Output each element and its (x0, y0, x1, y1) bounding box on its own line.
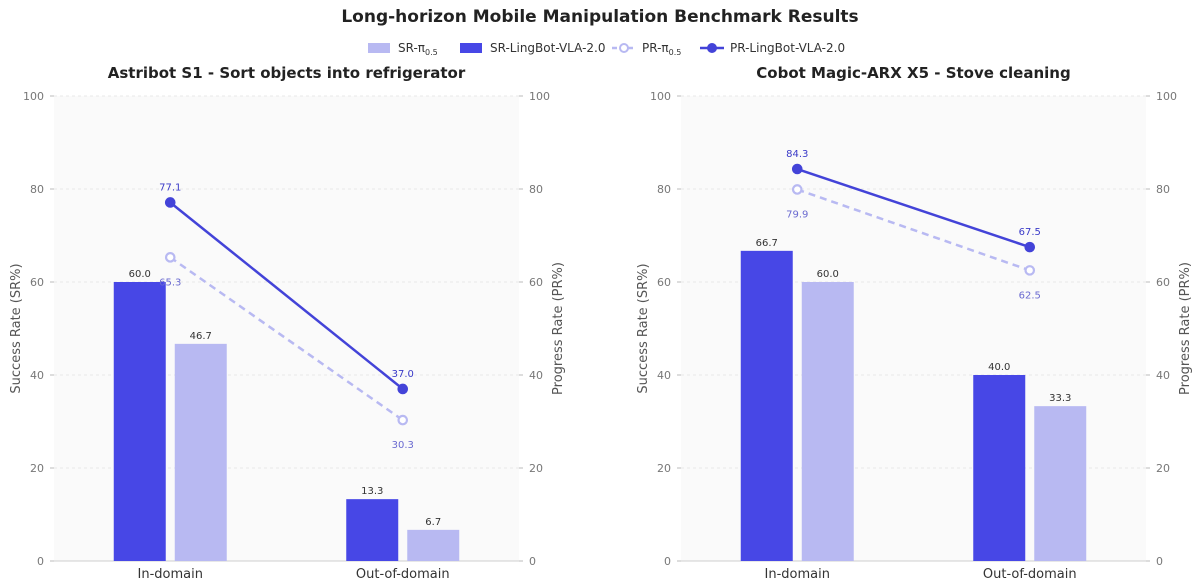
legend-swatch (368, 43, 390, 53)
point-pr-lingbot (1024, 241, 1036, 253)
point-value-label: 77.1 (159, 182, 181, 193)
panel-title: Astribot S1 - Sort objects into refriger… (108, 64, 466, 82)
point-pr-pi (1024, 265, 1036, 276)
right-tick-label: 100 (1156, 90, 1177, 103)
legend-marker (707, 43, 717, 53)
y2-axis-label: Progress Rate (PR%) (551, 262, 566, 395)
y2-axis-label: Progress Rate (PR%) (1178, 262, 1193, 395)
point-pr-lingbot (164, 197, 176, 208)
category-label: In-domain (765, 567, 830, 582)
left-tick-label: 20 (30, 462, 44, 475)
bar-value-label: 60.0 (129, 269, 151, 280)
point-value-label: 65.3 (159, 277, 181, 288)
legend-label: PR-π0.5 (642, 41, 681, 57)
bar-sr-lingbot (346, 499, 399, 561)
legend-swatch (460, 43, 482, 53)
point-value-label: 67.5 (1019, 227, 1041, 238)
left-tick-label: 0 (664, 555, 671, 568)
point-value-label: 79.9 (786, 209, 808, 220)
bar-value-label: 66.7 (756, 238, 778, 249)
bar-value-label: 60.0 (817, 269, 839, 280)
bar-value-label: 33.3 (1049, 393, 1071, 404)
point-pr-pi (791, 184, 803, 195)
left-tick-label: 80 (30, 183, 44, 196)
left-tick-label: 40 (30, 369, 44, 382)
left-tick-label: 100 (650, 90, 671, 103)
right-tick-label: 40 (529, 369, 543, 382)
figure-title: Long-horizon Mobile Manipulation Benchma… (341, 7, 858, 27)
left-tick-label: 80 (657, 183, 671, 196)
right-tick-label: 60 (529, 276, 543, 289)
right-tick-label: 20 (529, 462, 543, 475)
left-tick-label: 60 (657, 276, 671, 289)
legend-label: SR-π0.5 (398, 41, 438, 57)
bar-value-label: 46.7 (190, 331, 212, 342)
right-tick-label: 0 (529, 555, 536, 568)
left-tick-label: 0 (37, 555, 44, 568)
chart-panel-0: 0 0 20 20 40 40 60 60 80 80 100 100 Astribot S1 - So… (9, 64, 566, 582)
left-tick-label: 60 (30, 276, 44, 289)
point-pr-lingbot (397, 383, 409, 395)
bar-sr-lingbot (740, 250, 793, 561)
legend-item-1: SR-LingBot-VLA-2.0 (460, 41, 605, 55)
bar-sr-pi (174, 343, 227, 561)
bar-sr-pi (801, 282, 854, 561)
bar-sr-lingbot (973, 375, 1026, 561)
legend-label: PR-LingBot-VLA-2.0 (730, 41, 845, 55)
legend: SR-π0.5 SR-LingBot-VLA-2.0 PR-π0.5 PR-LingB… (368, 41, 845, 57)
bar-sr-lingbot (113, 282, 166, 561)
legend-item-3: PR-LingBot-VLA-2.0 (700, 41, 845, 55)
chart-panel-1: 0 0 20 20 40 40 60 60 80 80 100 100 Cobot Magic-ARX … (636, 64, 1193, 582)
point-pr-pi (164, 252, 176, 263)
point-value-label: 62.5 (1019, 290, 1041, 301)
y-axis-label: Success Rate (SR%) (9, 263, 24, 393)
point-pr-pi (397, 414, 409, 426)
left-tick-label: 40 (657, 369, 671, 382)
category-label: Out-of-domain (983, 567, 1077, 582)
right-tick-label: 20 (1156, 462, 1170, 475)
right-tick-label: 60 (1156, 276, 1170, 289)
point-value-label: 37.0 (392, 369, 414, 380)
line-pr-lingbot (796, 167, 1031, 249)
bar-value-label: 6.7 (425, 517, 441, 528)
legend-item-2: PR-π0.5 (612, 41, 681, 57)
point-value-label: 30.3 (392, 440, 414, 451)
bar-sr-pi (1034, 406, 1087, 561)
right-tick-label: 40 (1156, 369, 1170, 382)
legend-item-0: SR-π0.5 (368, 41, 438, 57)
line-pr-pi (796, 188, 1031, 272)
panel-title: Cobot Magic-ARX X5 - Stove cleaning (756, 64, 1070, 82)
category-label: In-domain (138, 567, 203, 582)
right-tick-label: 80 (529, 183, 543, 196)
y-axis-label: Success Rate (SR%) (636, 263, 651, 393)
left-tick-label: 20 (657, 462, 671, 475)
chart-panels: 0 0 20 20 40 40 60 60 80 80 100 100 Astribot S1 - So… (9, 64, 1193, 582)
line-pr-lingbot (169, 201, 404, 390)
point-pr-lingbot (791, 163, 803, 175)
legend-label: SR-LingBot-VLA-2.0 (490, 41, 605, 55)
right-tick-label: 0 (1156, 555, 1163, 568)
legend-marker (619, 43, 629, 53)
right-tick-label: 80 (1156, 183, 1170, 196)
point-value-label: 84.3 (786, 149, 808, 160)
category-label: Out-of-domain (356, 567, 450, 582)
right-tick-label: 100 (529, 90, 550, 103)
bar-sr-pi (407, 529, 460, 561)
bar-value-label: 40.0 (988, 362, 1010, 373)
bar-value-label: 13.3 (361, 486, 383, 497)
left-tick-label: 100 (23, 90, 44, 103)
